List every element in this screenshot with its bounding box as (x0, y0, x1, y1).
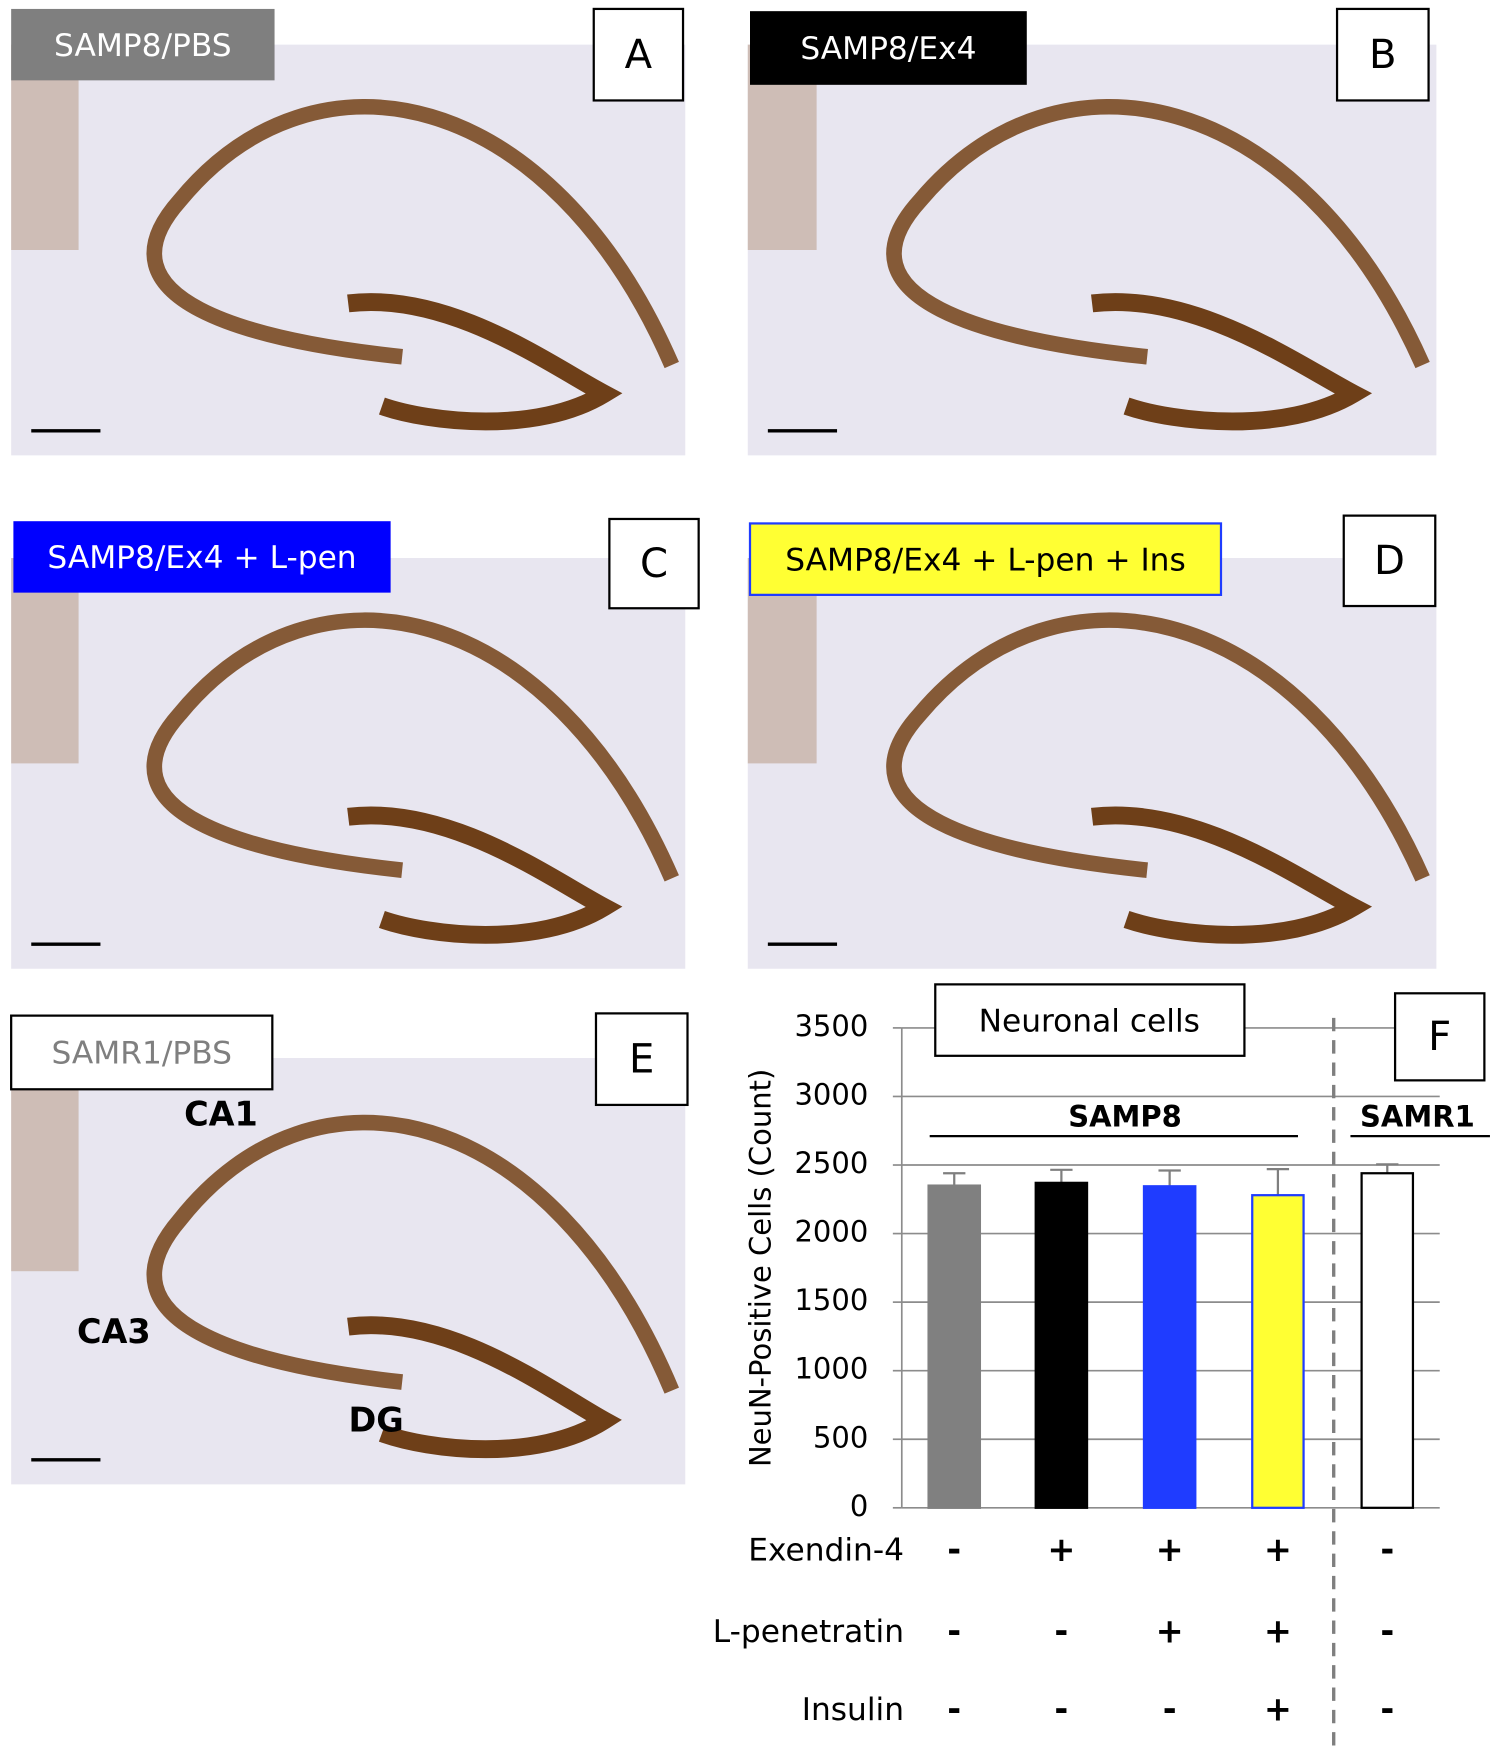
panel-letter: B (1369, 32, 1397, 78)
y-tick-label: 2500 (794, 1146, 868, 1180)
panel-label-box (748, 522, 1223, 596)
treatment-sign: - (947, 1611, 961, 1650)
panel-letter-box (594, 1012, 689, 1107)
treatment-sign: - (947, 1689, 961, 1728)
panel-label: SAMP8/Ex4 + L-pen (47, 540, 356, 576)
treatment-sign: - (1163, 1689, 1177, 1728)
region-label: DG (348, 1400, 403, 1439)
treatment-sign: + (1264, 1611, 1292, 1650)
dentate-gyrus (1091, 806, 1373, 944)
group-label: SAMP8 (1068, 1099, 1182, 1133)
treatment-sign: + (1264, 1689, 1292, 1728)
y-tick-label: 1500 (794, 1283, 868, 1317)
ca-layer (886, 612, 1430, 882)
region-label: CA3 (77, 1312, 151, 1351)
dentate-gyrus (347, 806, 623, 944)
treatment-sign: - (1380, 1530, 1394, 1569)
bar (1360, 1172, 1415, 1509)
panel-label: SAMR1/PBS (52, 1036, 232, 1072)
panel-label-box (11, 8, 275, 81)
panel-label-box (13, 521, 391, 593)
ca-layer (886, 99, 1430, 369)
treatment-sign: + (1156, 1530, 1184, 1569)
treatment-label: Insulin (802, 1692, 904, 1728)
y-tick-label: 1000 (794, 1352, 868, 1386)
treatment-sign: - (1380, 1611, 1394, 1650)
y-tick-label: 0 (850, 1489, 868, 1523)
panel-label: SAMP8/Ex4 (800, 31, 976, 67)
y-tick-label: 2000 (794, 1215, 868, 1249)
dentate-gyrus (347, 293, 623, 431)
panel-letter-box (1335, 7, 1430, 102)
panel-letter-box (1342, 514, 1437, 608)
bar (1034, 1181, 1089, 1509)
treatment-sign: - (1380, 1689, 1394, 1728)
y-axis-label: NeuN-Positive Cells (Count) (743, 1069, 777, 1467)
ca-layer (146, 99, 679, 369)
bar (1142, 1185, 1197, 1509)
treatment-sign: - (947, 1530, 961, 1569)
panel-label-box (750, 11, 1027, 85)
treatment-sign: + (1156, 1611, 1184, 1650)
panel-letter: C (640, 541, 668, 587)
panel-letter: D (1374, 538, 1405, 584)
bar (927, 1184, 982, 1509)
group-label: SAMR1 (1360, 1099, 1475, 1133)
bar (1251, 1194, 1305, 1509)
ca-layer (146, 1114, 679, 1394)
treatment-sign: + (1264, 1530, 1292, 1569)
y-tick-label: 500 (813, 1420, 868, 1454)
dentate-gyrus (1091, 293, 1373, 431)
panel-label-box (10, 1014, 274, 1091)
panel-letter-box (592, 7, 685, 102)
treatment-sign: + (1047, 1530, 1075, 1569)
chart-title-box (934, 983, 1246, 1057)
treatment-sign: - (1054, 1689, 1068, 1728)
treatment-label: Exendin-4 (748, 1532, 904, 1568)
ca-layer (146, 612, 679, 882)
region-label: CA1 (184, 1095, 258, 1134)
panel-letter-box (1393, 992, 1486, 1082)
panel-letter: E (629, 1036, 654, 1082)
chart-title: Neuronal cells (979, 1003, 1200, 1039)
y-tick-label: 3000 (794, 1077, 868, 1111)
treatment-sign: - (1054, 1611, 1068, 1650)
panel-letter: A (625, 32, 653, 78)
panel-label: SAMP8/PBS (54, 28, 232, 64)
treatment-label: L-penetratin (713, 1614, 904, 1650)
panel-letter: F (1428, 1014, 1451, 1060)
y-tick-label: 3500 (794, 1009, 868, 1043)
panel-label: SAMP8/Ex4 + L-pen + Ins (785, 542, 1186, 578)
panel-letter-box (608, 517, 700, 610)
dentate-gyrus (347, 1316, 622, 1459)
cortex-region (11, 1058, 79, 1272)
